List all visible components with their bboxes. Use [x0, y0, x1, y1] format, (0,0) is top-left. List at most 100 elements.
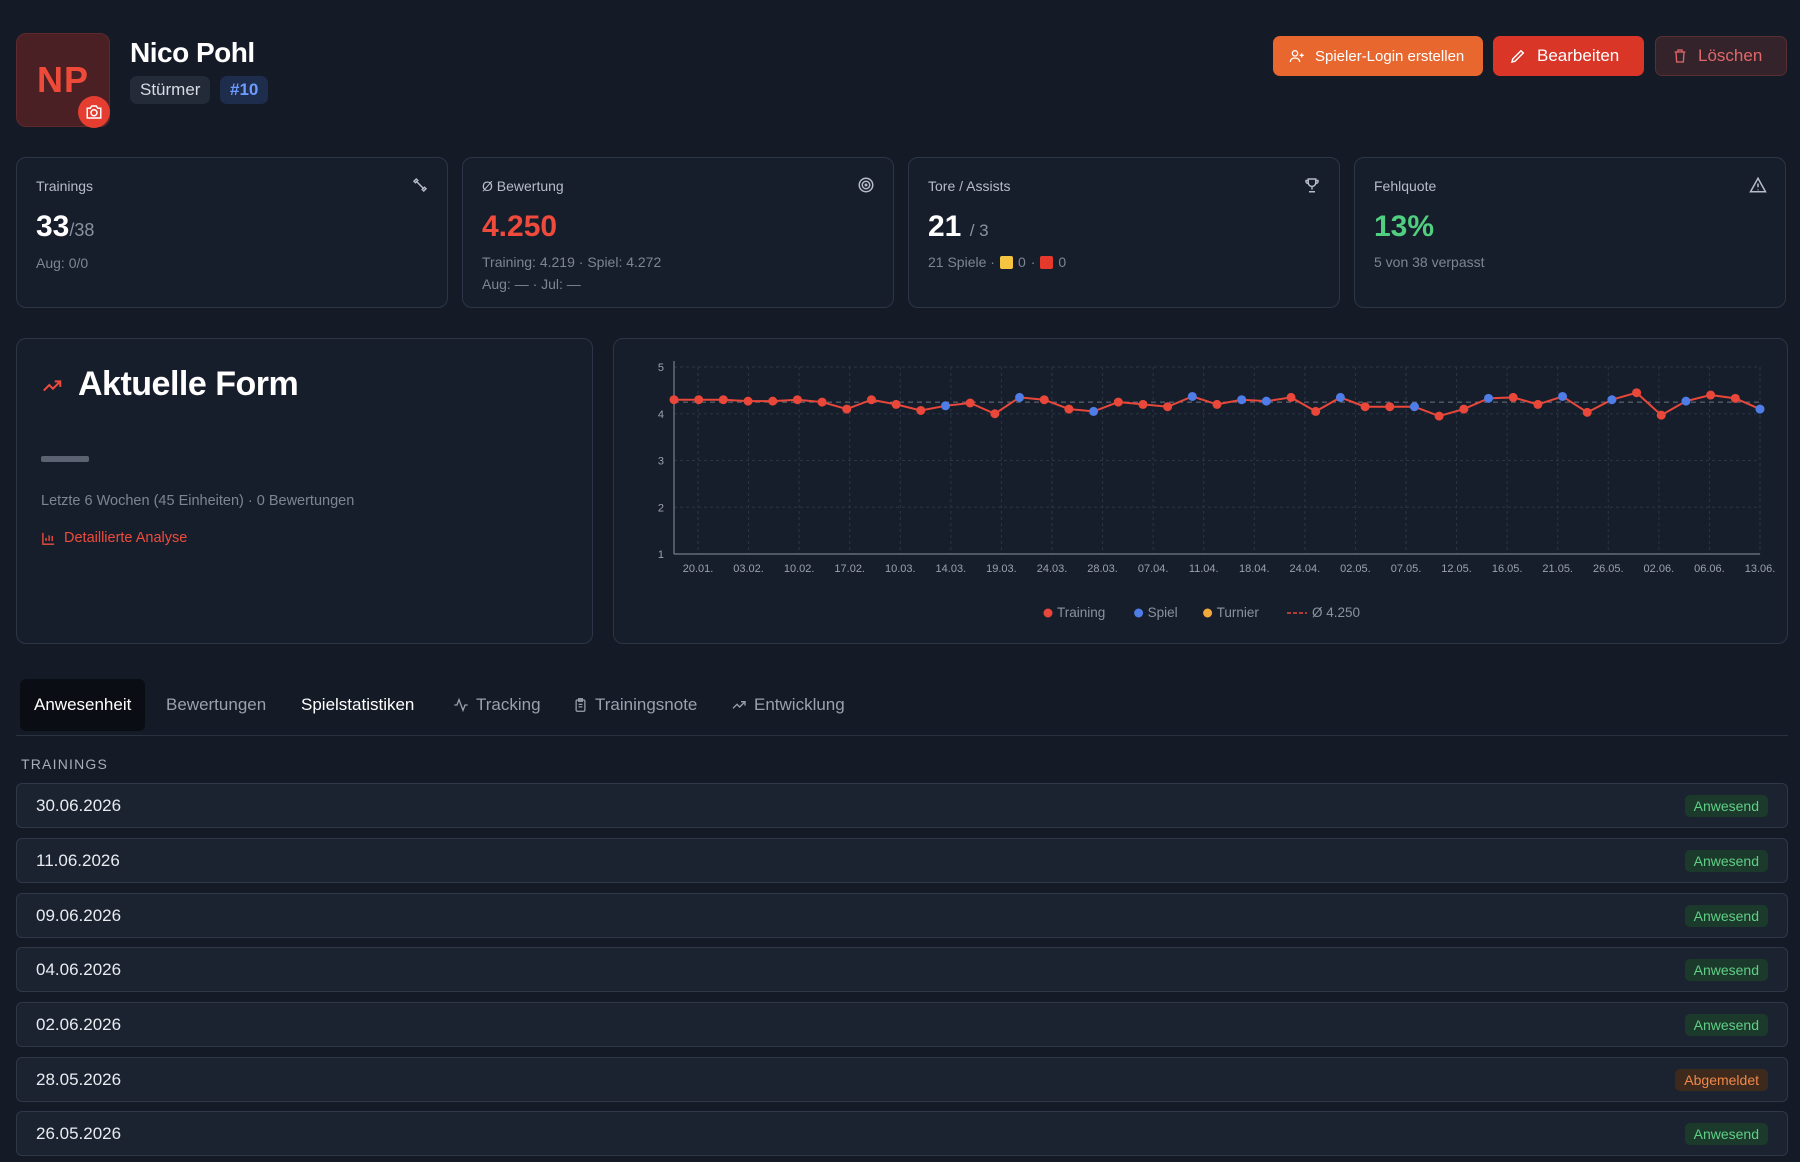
player-avatar[interactable]: NP: [16, 33, 110, 127]
training-row[interactable]: 04.06.2026 Anwesend: [16, 947, 1788, 992]
tab-development[interactable]: Entwicklung: [717, 679, 859, 731]
x-tick-label: 11.04.: [1189, 563, 1219, 575]
data-point-spiel: [1089, 406, 1099, 416]
x-tick-label: 16.05.: [1492, 563, 1523, 575]
x-tick-label: 13.06.: [1745, 563, 1776, 575]
training-row[interactable]: 28.05.2026 Abgemeldet: [16, 1057, 1788, 1102]
current-form-panel: Aktuelle Form Letzte 6 Wochen (45 Einhei…: [16, 338, 593, 644]
training-row[interactable]: 26.05.2026 Anwesend: [16, 1111, 1788, 1156]
training-row[interactable]: 09.06.2026 Anwesend: [16, 893, 1788, 938]
data-point-spiel: [1409, 402, 1419, 412]
rating-sub: Training: 4.219 · Spiel: 4.272 Aug: — · …: [482, 251, 661, 295]
form-indicator: [41, 456, 89, 462]
data-point-training: [990, 409, 1000, 419]
rating-card: Ø Bewertung 4.250 Training: 4.219 · Spie…: [462, 157, 894, 308]
data-point-training: [718, 395, 728, 405]
training-row[interactable]: 02.06.2026 Anwesend: [16, 1002, 1788, 1047]
analysis-link[interactable]: Detaillierte Analyse: [41, 530, 187, 546]
data-point-training: [694, 395, 704, 405]
trending-icon: [732, 701, 746, 709]
legend-label: Spiel: [1148, 605, 1178, 620]
data-point-training: [1459, 404, 1469, 414]
training-row[interactable]: 30.06.2026 Anwesend: [16, 783, 1788, 828]
data-point-training: [1311, 406, 1321, 416]
data-point-spiel: [941, 401, 950, 411]
data-point-training: [792, 395, 802, 405]
activity-icon: [454, 697, 468, 713]
camera-icon[interactable]: [78, 96, 110, 128]
pencil-icon: [1510, 49, 1525, 64]
position-badge: Stürmer: [130, 76, 211, 104]
y-tick-label: 2: [658, 502, 664, 514]
x-tick-label: 06.06.: [1694, 563, 1725, 575]
trainings-section-label: TRAININGS: [21, 756, 109, 772]
player-name: Nico Pohl: [130, 37, 255, 68]
absence-sub: 5 von 38 verpasst: [1374, 254, 1485, 270]
x-tick-label: 24.03.: [1037, 563, 1068, 575]
goals-value-group: 21 / 3: [928, 210, 989, 244]
data-point-training: [1706, 390, 1716, 400]
data-point-training: [1163, 402, 1173, 412]
data-point-training: [1212, 399, 1222, 409]
absence-card: Fehlquote 13% 5 von 38 verpasst: [1354, 157, 1786, 308]
red-card-count: 0: [1058, 254, 1067, 270]
legend-marker: [1043, 608, 1053, 618]
target-icon: [857, 176, 875, 199]
analysis-link-label: Detaillierte Analyse: [64, 530, 188, 546]
trophy-icon: [1303, 176, 1321, 199]
absence-value: 13%: [1374, 210, 1435, 243]
tab-ratings[interactable]: Bewertungen: [152, 679, 280, 731]
tab-attendance[interactable]: Anwesenheit: [20, 679, 146, 731]
number-badge: #10: [220, 76, 269, 104]
data-point-training: [669, 395, 679, 405]
status-badge: Anwesend: [1684, 850, 1768, 872]
data-point-training: [1385, 402, 1395, 412]
data-point-spiel: [1015, 392, 1025, 402]
games-count: 21 Spiele ·: [928, 254, 995, 270]
assists-value: / 3: [969, 221, 989, 240]
trainings-sub: Aug: 0/0: [36, 255, 89, 271]
data-point-training: [866, 395, 876, 405]
tab-tracking-label: Tracking: [476, 695, 541, 714]
edit-button[interactable]: Bearbeiten: [1493, 36, 1644, 76]
trending-up-icon: [41, 375, 63, 402]
goals-value: 21: [928, 210, 962, 243]
x-tick-label: 02.06.: [1644, 563, 1675, 575]
training-date: 28.05.2026: [36, 1070, 122, 1089]
data-point-training: [1582, 407, 1592, 417]
x-tick-label: 18.04.: [1239, 563, 1270, 575]
training-row[interactable]: 11.06.2026 Anwesend: [16, 838, 1788, 883]
training-date: 30.06.2026: [36, 796, 122, 815]
tab-training-grade[interactable]: Trainingsnote: [559, 679, 711, 731]
data-point-spiel: [1681, 396, 1691, 406]
data-point-training: [1533, 399, 1543, 409]
card-separator: ·: [1030, 254, 1036, 270]
data-point-training: [1286, 392, 1296, 402]
form-subtitle: Letzte 6 Wochen (45 Einheiten) · 0 Bewer…: [41, 493, 355, 509]
user-plus-icon: [1289, 50, 1304, 63]
trainings-label: Trainings: [36, 178, 94, 194]
x-tick-label: 02.05.: [1340, 563, 1371, 575]
status-badge: Anwesend: [1684, 959, 1768, 981]
bar-chart-icon: [42, 532, 55, 545]
delete-button[interactable]: Löschen: [1655, 36, 1787, 76]
trainings-value: 33: [36, 210, 70, 243]
data-point-training: [1434, 411, 1444, 421]
data-point-training: [817, 397, 827, 407]
warning-icon: [1749, 176, 1767, 199]
data-point-training: [743, 396, 753, 406]
training-date: 04.06.2026: [36, 960, 122, 979]
status-badge: Anwesend: [1684, 905, 1768, 927]
form-title: Aktuelle Form: [78, 365, 299, 403]
tab-tracking[interactable]: Tracking: [439, 679, 555, 731]
create-login-button[interactable]: Spieler-Login erstellen: [1273, 36, 1483, 76]
legend-marker: [1203, 608, 1213, 618]
avatar-initials: NP: [36, 59, 89, 100]
tab-training-grade-label: Trainingsnote: [595, 695, 698, 714]
data-point-training: [916, 405, 926, 415]
data-point-spiel: [1335, 392, 1345, 402]
create-login-label: Spieler-Login erstellen: [1315, 47, 1465, 65]
tab-game-stats[interactable]: Spielstatistiken: [287, 679, 428, 731]
data-point-spiel: [1755, 404, 1765, 414]
trainings-value-group: 33/38: [36, 210, 94, 244]
